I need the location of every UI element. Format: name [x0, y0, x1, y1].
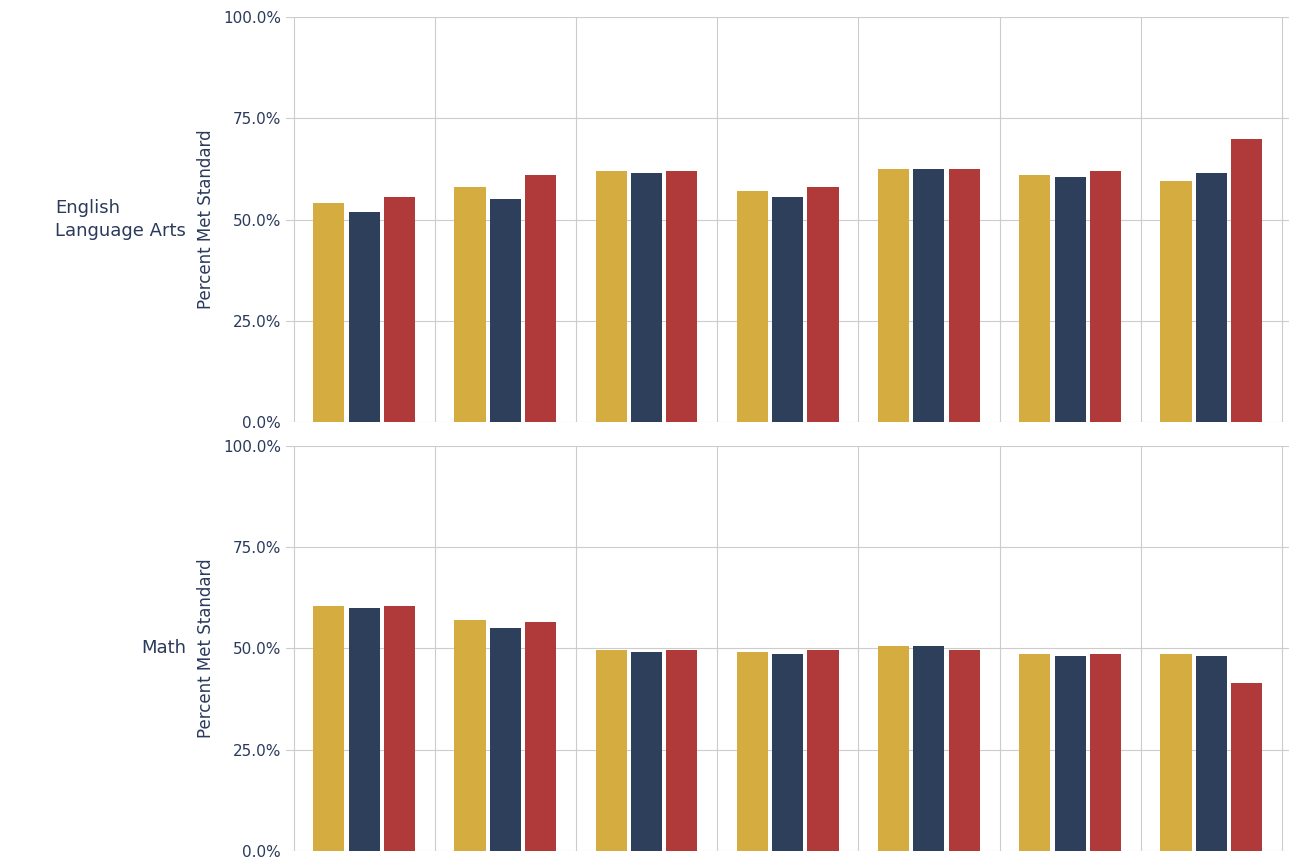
Text: Math: Math [141, 640, 186, 657]
Bar [914, 647, 944, 851]
Bar [384, 197, 415, 422]
Bar [490, 628, 521, 851]
Bar [314, 606, 344, 851]
Bar [454, 620, 486, 851]
Bar [772, 197, 803, 422]
Bar [1195, 173, 1226, 422]
Bar [349, 212, 380, 422]
Bar [949, 169, 979, 422]
Bar [807, 187, 838, 422]
Bar [1019, 654, 1051, 851]
Bar [454, 187, 486, 422]
Bar [949, 650, 979, 851]
Bar [807, 650, 838, 851]
Y-axis label: Percent Met Standard: Percent Met Standard [197, 559, 215, 738]
Bar [772, 654, 803, 851]
Bar [1160, 654, 1191, 851]
Bar [596, 171, 626, 422]
Bar [631, 653, 661, 851]
Y-axis label: Percent Met Standard: Percent Met Standard [197, 130, 215, 309]
Bar [384, 606, 415, 851]
Bar [631, 173, 661, 422]
Bar [596, 650, 626, 851]
Bar [667, 650, 698, 851]
Bar [314, 203, 344, 422]
Bar [1195, 656, 1226, 851]
Bar [1055, 177, 1086, 422]
Bar [878, 647, 909, 851]
Bar [1019, 175, 1051, 422]
Bar [667, 171, 698, 422]
Bar [737, 191, 768, 422]
Bar [914, 169, 944, 422]
Bar [1055, 656, 1086, 851]
Bar [525, 622, 556, 851]
Bar [1160, 181, 1191, 422]
Bar [490, 200, 521, 422]
Bar [1090, 654, 1121, 851]
Bar [878, 169, 909, 422]
Bar [1090, 171, 1121, 422]
Bar [1232, 139, 1262, 422]
Bar [525, 175, 556, 422]
Bar [1232, 683, 1262, 851]
Text: English
Language Arts: English Language Arts [55, 199, 186, 240]
Bar [349, 608, 380, 851]
Bar [737, 653, 768, 851]
